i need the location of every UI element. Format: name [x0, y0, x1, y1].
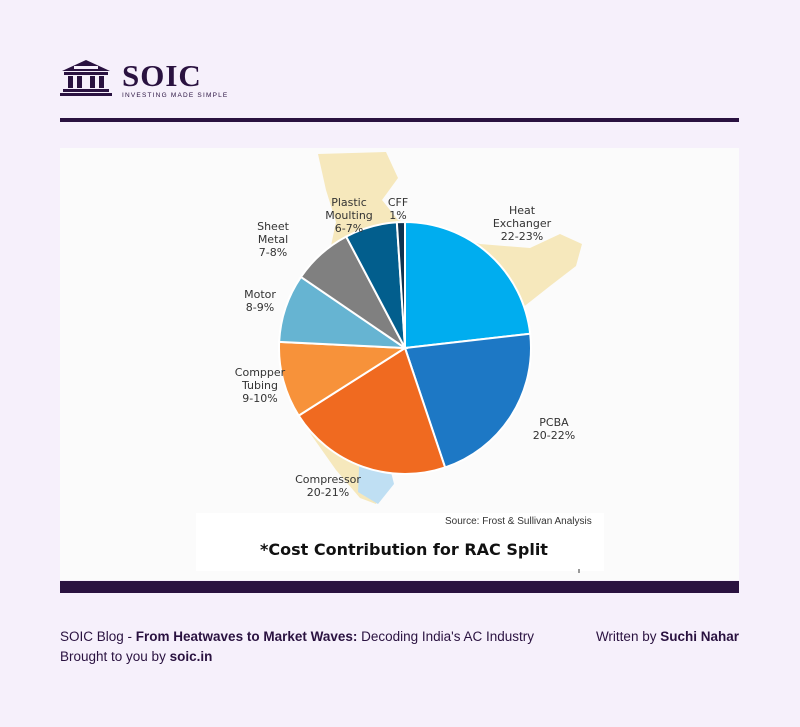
brand-tagline: INVESTING MADE SIMPLE: [122, 91, 229, 99]
author-name: Suchi Nahar: [660, 629, 739, 644]
brand-name: SOIC: [122, 57, 202, 93]
caption-box: [196, 513, 604, 571]
footer: SOIC Blog - From Heatwaves to Market Wav…: [60, 627, 739, 667]
label-cff: CFF 1%: [388, 196, 408, 222]
label-compper-tubing: Compper Tubing 9-10%: [235, 366, 286, 405]
footer-divider: [60, 581, 739, 593]
label-compressor: Compressor 20-21%: [295, 473, 361, 499]
header-divider: [60, 118, 739, 122]
label-sheet-metal: Sheet Metal 7-8%: [257, 220, 289, 259]
brought-by: Brought to you by soic.in: [60, 647, 739, 667]
slice-compper-tubing: [278, 340, 409, 418]
written-prefix: Written by: [595, 629, 661, 644]
site-link[interactable]: soic.in: [169, 649, 213, 664]
pie-chart: Heat Exchanger 22-23% PCBA 20-22% Compressor 2…: [196, 152, 604, 573]
bank-building-icon: [60, 58, 112, 101]
caption-tick: [578, 569, 580, 573]
label-plastic-moulting: Plastic Moulting 6-7%: [325, 196, 373, 235]
label-heat-exchanger: Heat Exchanger 22-23%: [493, 204, 552, 243]
blog-credit: SOIC Blog - From Heatwaves to Market Wav…: [60, 627, 534, 647]
author-credit: Written by Suchi Nahar: [596, 627, 739, 647]
pie-labels: Heat Exchanger 22-23% PCBA 20-22% Compressor 2…: [235, 196, 575, 499]
blog-prefix: SOIC Blog -: [60, 629, 136, 644]
soic-logo[interactable]: SOIC INVESTING MADE SIMPLE: [60, 58, 228, 101]
pie-slices: [278, 220, 532, 475]
slice-compressor: [297, 346, 447, 475]
chart-title: *Cost Contribution for RAC Split: [260, 540, 548, 559]
slice-heat-exchanger: [404, 220, 532, 350]
blog-subtitle: Decoding India's AC Industry: [357, 629, 535, 644]
slice-cff: [395, 220, 406, 349]
label-pcba: PCBA 20-22%: [533, 416, 575, 442]
chart-panel: Heat Exchanger 22-23% PCBA 20-22% Compressor 2…: [60, 148, 739, 580]
slice-pcba: [403, 332, 532, 469]
blog-title: From Heatwaves to Market Waves:: [135, 629, 358, 644]
brought-prefix: Brought to you by: [60, 649, 170, 664]
label-motor: Motor 8-9%: [244, 288, 276, 314]
chart-source: Source: Frost & Sullivan Analysis: [445, 516, 592, 527]
